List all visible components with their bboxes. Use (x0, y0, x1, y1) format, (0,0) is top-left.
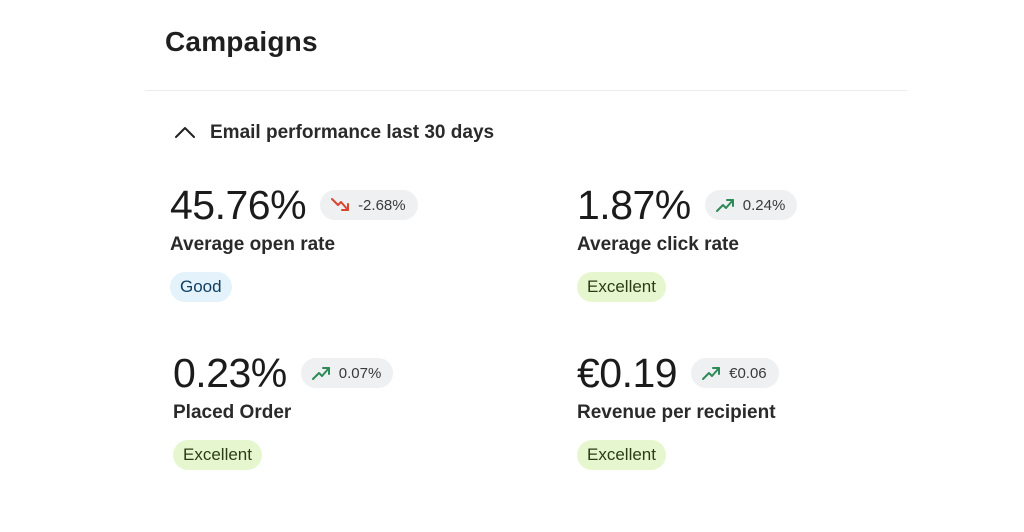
rating-badge: Excellent (577, 440, 666, 470)
metric-label: Revenue per recipient (577, 402, 776, 423)
rating-badge: Good (170, 272, 232, 302)
delta-badge: 0.07% (300, 358, 394, 388)
metric-average-click-rate: 1.87% 0.24% Average click rate Excellent (577, 180, 897, 302)
rating-badge: Excellent (173, 440, 262, 470)
delta-value: -2.68% (358, 196, 406, 214)
metric-value: 45.76% (170, 182, 307, 228)
rating-badge: Excellent (577, 272, 666, 302)
metric-label: Average open rate (170, 234, 336, 255)
metric-placed-order: 0.23% 0.07% Placed Order Excellent (173, 348, 493, 470)
trend-up-icon (715, 196, 737, 214)
trend-down-icon (330, 196, 352, 214)
email-performance-toggle[interactable]: Email performance last 30 days (172, 120, 494, 146)
header-divider (145, 90, 907, 91)
trend-up-icon (311, 364, 333, 382)
page-title: Campaigns (165, 26, 318, 57)
delta-badge: -2.68% (320, 190, 418, 220)
delta-badge: 0.24% (704, 190, 798, 220)
metric-value: 1.87% (577, 182, 691, 228)
delta-badge: €0.06 (691, 358, 779, 388)
metric-revenue-per-recipient: €0.19 €0.06 Revenue per recipient Excell… (577, 348, 897, 470)
metric-average-open-rate: 45.76% -2.68% Average open rate Good (170, 180, 490, 302)
chevron-up-icon (172, 120, 198, 146)
metric-value: 0.23% (173, 350, 287, 396)
metric-value: €0.19 (577, 350, 678, 396)
section-title: Email performance last 30 days (210, 122, 495, 143)
delta-value: 0.24% (742, 196, 786, 214)
trend-up-icon (701, 364, 723, 382)
metric-label: Average click rate (577, 234, 739, 255)
delta-value: €0.06 (729, 364, 767, 382)
metric-label: Placed Order (173, 402, 292, 423)
delta-value: 0.07% (338, 364, 382, 382)
